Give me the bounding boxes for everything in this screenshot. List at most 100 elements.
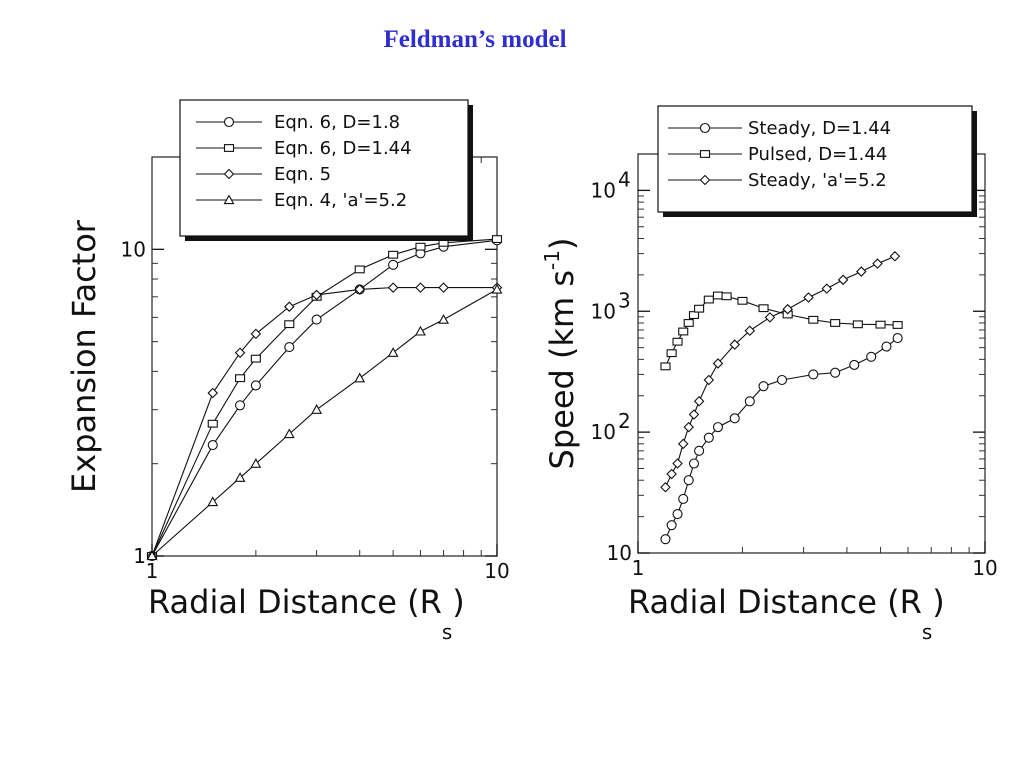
data-point-circle — [881, 341, 892, 352]
data-point-circle — [284, 342, 295, 353]
data-point-square — [830, 319, 841, 327]
data-point-diamond — [284, 301, 295, 312]
data-point-triangle — [438, 313, 449, 324]
data-point-diamond — [250, 328, 262, 340]
data-point-diamond — [856, 266, 867, 277]
data-point-square — [250, 354, 261, 363]
data-point-diamond — [311, 289, 322, 301]
series-triangle — [146, 283, 503, 561]
series-circle — [146, 235, 503, 562]
data-point-diamond — [415, 282, 426, 293]
data-point-circle — [223, 116, 235, 128]
series-line — [664, 337, 898, 540]
data-point-square — [415, 242, 426, 251]
data-point-diamond — [889, 251, 901, 262]
data-point-diamond — [782, 303, 793, 315]
legend-label: Eqn. 4, 'a'=5.2 — [274, 190, 407, 211]
data-point-circle — [235, 400, 246, 411]
x-axis-title: Radial Distance (Rs) — [148, 583, 465, 644]
data-point-triangle — [311, 404, 323, 414]
data-point-square — [660, 362, 671, 371]
data-point-circle — [892, 333, 903, 344]
y-tick-label: 10 — [591, 178, 616, 202]
data-point-square — [666, 349, 677, 358]
data-point-triangle — [146, 550, 158, 561]
y-axis-title: Expansion Factor — [65, 219, 103, 493]
data-point-square — [688, 311, 700, 319]
x-tick-label: 1 — [632, 556, 645, 580]
legend-box — [657, 105, 973, 213]
data-point-diamond — [837, 274, 849, 286]
data-point-circle — [250, 380, 261, 391]
data-point-square — [678, 327, 689, 336]
series-square — [146, 235, 503, 560]
data-point-square — [712, 291, 724, 300]
legend-label: Eqn. 5 — [274, 164, 331, 185]
series-diamond — [660, 251, 901, 493]
data-point-circle — [744, 396, 755, 407]
y-tick-exponent: 2 — [618, 409, 631, 433]
data-point-square — [892, 321, 903, 329]
data-point-triangle — [283, 428, 295, 439]
data-point-diamond — [764, 312, 776, 323]
data-point-circle — [808, 369, 819, 380]
y-tick-label: 10 — [607, 541, 632, 565]
data-point-square — [721, 292, 732, 301]
data-point-circle — [672, 509, 683, 520]
x-tick-label: 10 — [972, 556, 997, 580]
data-point-square — [737, 296, 748, 305]
data-point-diamond — [207, 387, 219, 399]
data-point-diamond — [354, 284, 365, 295]
x-tick-label: 10 — [484, 559, 509, 583]
data-point-triangle — [223, 194, 235, 205]
data-point-circle — [683, 475, 694, 486]
slide-title: Feldman’s model — [383, 26, 567, 53]
data-point-circle — [311, 314, 322, 325]
data-point-square — [852, 320, 863, 329]
data-point-diamond — [729, 339, 741, 350]
data-point-circle — [207, 440, 218, 451]
data-point-diamond — [744, 325, 756, 337]
y-tick-label: 10 — [121, 237, 146, 261]
legend-label: Eqn. 6, D=1.8 — [274, 112, 400, 133]
data-point-diamond — [693, 395, 705, 407]
data-point-diamond — [223, 168, 235, 180]
data-point-triangle — [207, 496, 219, 507]
data-point-square — [207, 419, 218, 428]
data-point-circle — [678, 493, 689, 505]
data-point-circle — [703, 432, 714, 443]
y-axis-title: Speed (km s-1) — [540, 238, 581, 470]
data-point-diamond — [666, 468, 677, 480]
series-square — [660, 291, 903, 371]
data-point-square — [223, 144, 235, 152]
data-point-square — [758, 304, 769, 313]
data-point-diamond — [683, 421, 694, 433]
data-point-circle — [666, 520, 677, 531]
data-point-triangle — [415, 325, 426, 336]
y-tick-label: 10 — [591, 299, 616, 323]
data-point-triangle — [354, 372, 366, 383]
legend-label: Eqn. 6, D=1.44 — [274, 138, 412, 159]
data-point-circle — [660, 534, 671, 545]
y-tick-exponent: 4 — [618, 167, 631, 191]
data-point-circle — [694, 445, 705, 456]
data-point-diamond — [672, 458, 683, 469]
data-point-square — [388, 250, 399, 259]
data-point-diamond — [699, 174, 711, 186]
data-point-diamond — [703, 374, 715, 386]
data-point-circle — [830, 367, 841, 378]
data-point-circle — [758, 381, 769, 392]
data-point-triangle — [387, 347, 399, 357]
y-tick-label: 1 — [133, 544, 146, 568]
data-point-diamond — [438, 282, 449, 293]
y-tick-exponent: 3 — [618, 288, 631, 312]
x-axis-title: Radial Distance (Rs) — [628, 583, 945, 644]
y-tick-label: 10 — [591, 420, 616, 444]
data-point-circle — [866, 351, 877, 362]
data-point-square — [703, 295, 714, 304]
series-line — [151, 288, 498, 557]
data-point-square — [875, 320, 886, 329]
data-point-diamond — [821, 283, 833, 294]
data-point-circle — [712, 422, 724, 433]
